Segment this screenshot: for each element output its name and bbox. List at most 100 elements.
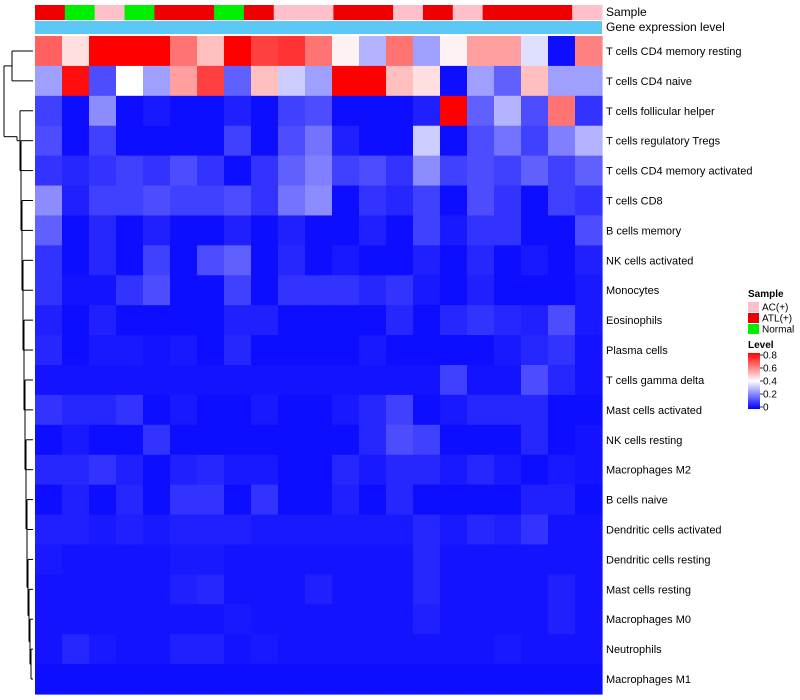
heatmap-cell bbox=[413, 514, 441, 546]
heatmap-cell bbox=[278, 454, 306, 486]
heatmap-cell bbox=[305, 544, 333, 575]
level-legend-tick-label: 0.4 bbox=[763, 377, 777, 388]
sample-legend-label: ATL(+) bbox=[762, 314, 792, 325]
heatmap-cell bbox=[251, 604, 279, 635]
heatmap-cell bbox=[170, 305, 198, 336]
sample-annotation-cell bbox=[35, 5, 66, 20]
heatmap-cell bbox=[35, 125, 63, 157]
heatmap-cell bbox=[359, 424, 387, 456]
heatmap-cell bbox=[305, 215, 333, 246]
heatmap-cell bbox=[575, 634, 603, 665]
heatmap-cell bbox=[170, 125, 198, 157]
heatmap-cell bbox=[332, 155, 360, 187]
row-label: Monocytes bbox=[606, 285, 660, 297]
heatmap-cell bbox=[440, 574, 468, 605]
heatmap-cell bbox=[575, 514, 603, 546]
heatmap-cell bbox=[197, 305, 225, 336]
heatmap-cell bbox=[467, 544, 495, 575]
heatmap-cell bbox=[35, 305, 63, 336]
heatmap-cell bbox=[89, 574, 117, 605]
sample-annotation-cell bbox=[333, 5, 364, 20]
gene-expression-annotation-cell bbox=[35, 21, 602, 34]
heatmap-cell bbox=[332, 215, 360, 246]
heatmap-cell bbox=[548, 335, 576, 366]
heatmap-cell bbox=[494, 664, 522, 695]
heatmap-cell bbox=[278, 484, 306, 516]
row-label: Dendritic cells activated bbox=[606, 525, 722, 537]
heatmap-cell bbox=[62, 245, 90, 276]
heatmap-cell bbox=[251, 484, 279, 516]
heatmap-cell bbox=[440, 155, 468, 187]
heatmap-cell bbox=[197, 634, 225, 665]
heatmap-cell bbox=[170, 335, 198, 366]
heatmap-cell bbox=[278, 95, 306, 127]
heatmap-cell bbox=[278, 365, 306, 396]
heatmap-cell bbox=[143, 245, 171, 276]
heatmap-cell bbox=[170, 36, 198, 67]
heatmap-cell bbox=[62, 604, 90, 635]
heatmap-cell bbox=[467, 335, 495, 366]
row-label: Macrophages M1 bbox=[606, 674, 691, 686]
heatmap-cell bbox=[575, 245, 603, 276]
heatmap-cell bbox=[197, 574, 225, 605]
sample-legend-title: Sample bbox=[748, 289, 784, 300]
heatmap-cell bbox=[197, 544, 225, 575]
heatmap-cell bbox=[359, 36, 387, 67]
heatmap-cell bbox=[35, 215, 63, 246]
heatmap-cell bbox=[575, 215, 603, 246]
heatmap-cell bbox=[413, 454, 441, 486]
heatmap-cell bbox=[62, 36, 90, 67]
heatmap-cell bbox=[440, 245, 468, 276]
sample-annotation-cell bbox=[452, 5, 484, 20]
heatmap-cell bbox=[332, 514, 360, 546]
heatmap-cell bbox=[494, 544, 522, 575]
heatmap-cell bbox=[62, 275, 90, 306]
heatmap-cell bbox=[116, 125, 144, 157]
row-label: T cells regulatory Tregs bbox=[606, 136, 721, 148]
heatmap-cell bbox=[440, 634, 468, 665]
heatmap-cell bbox=[413, 65, 441, 97]
heatmap-cell bbox=[305, 335, 333, 366]
heatmap-cell bbox=[62, 65, 90, 97]
heatmap-cell bbox=[332, 305, 360, 336]
heatmap-cell bbox=[521, 424, 549, 456]
heatmap-cell bbox=[359, 574, 387, 605]
heatmap-cell bbox=[89, 484, 117, 516]
heatmap-cell bbox=[89, 394, 117, 426]
heatmap-cell bbox=[35, 634, 63, 665]
heatmap-cell bbox=[116, 95, 144, 127]
sample-annotation-cell bbox=[363, 5, 394, 20]
heatmap-cell bbox=[35, 155, 63, 187]
heatmap-cell bbox=[575, 365, 603, 396]
heatmap-cell bbox=[494, 305, 522, 336]
heatmap-cell bbox=[116, 604, 144, 635]
heatmap-cell bbox=[89, 454, 117, 486]
heatmap-cell bbox=[440, 514, 468, 546]
heatmap-cell bbox=[251, 95, 279, 127]
sample-annotation-cell bbox=[303, 5, 334, 20]
heatmap-cell bbox=[224, 394, 252, 426]
heatmap-cell bbox=[278, 424, 306, 456]
heatmap-cell bbox=[116, 634, 144, 665]
heatmap-cell bbox=[575, 305, 603, 336]
heatmap-cell bbox=[251, 155, 279, 187]
heatmap-cell bbox=[521, 95, 549, 127]
heatmap-cell bbox=[35, 245, 63, 276]
heatmap-cell bbox=[224, 574, 252, 605]
heatmap-cell bbox=[62, 394, 90, 426]
heatmap-cell bbox=[413, 245, 441, 276]
heatmap-cell bbox=[251, 424, 279, 456]
heatmap-cell bbox=[305, 185, 333, 217]
heatmap-cell bbox=[116, 365, 144, 396]
heatmap-cell bbox=[170, 245, 198, 276]
heatmap-cell bbox=[359, 245, 387, 276]
heatmap-cell bbox=[197, 514, 225, 546]
heatmap-cell bbox=[467, 634, 495, 665]
heatmap-cell bbox=[305, 245, 333, 276]
heatmap-cell bbox=[494, 215, 522, 246]
heatmap-cell bbox=[170, 574, 198, 605]
heatmap-cell bbox=[521, 185, 549, 217]
heatmap-cell bbox=[386, 394, 414, 426]
row-label: T cells gamma delta bbox=[606, 375, 705, 387]
heatmap-cell bbox=[278, 36, 306, 67]
